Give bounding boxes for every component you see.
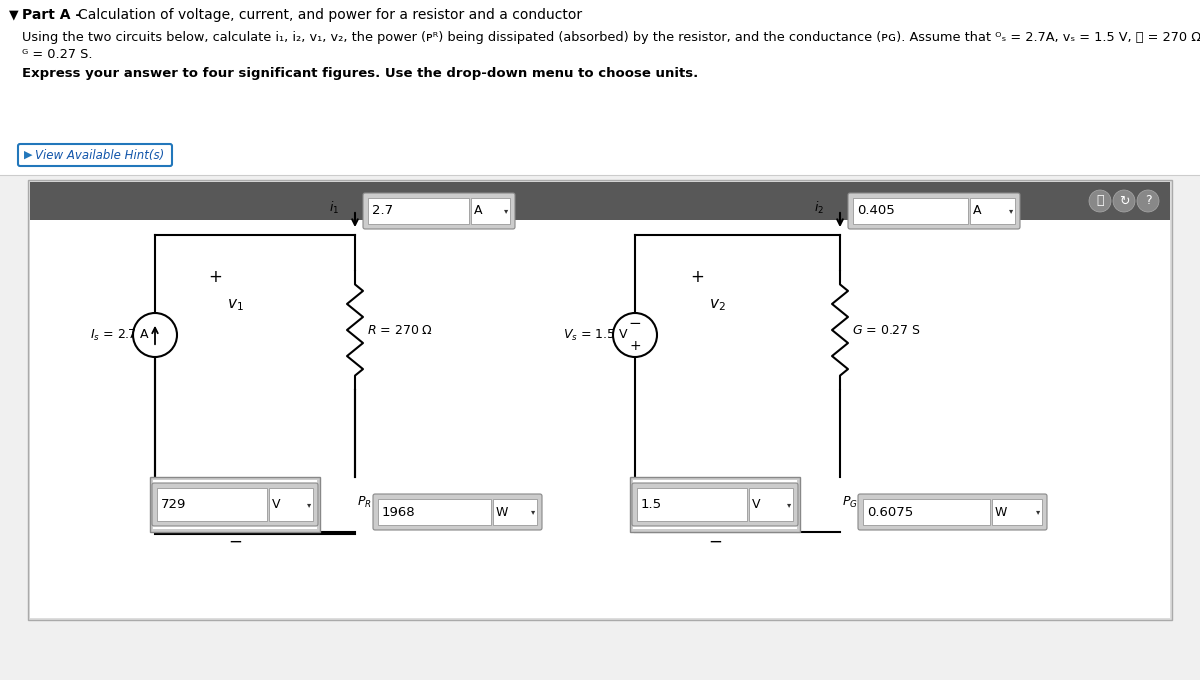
Text: −: − — [629, 316, 641, 332]
FancyBboxPatch shape — [30, 182, 1170, 618]
Text: $v_1$: $v_1$ — [227, 297, 244, 313]
Text: $R$ = 270 Ω: $R$ = 270 Ω — [367, 324, 433, 337]
Text: ▶: ▶ — [24, 150, 32, 160]
FancyBboxPatch shape — [269, 488, 313, 521]
FancyBboxPatch shape — [749, 488, 793, 521]
Text: A: A — [474, 205, 482, 218]
FancyBboxPatch shape — [18, 144, 172, 166]
Text: ᴳ = 0.27 S.: ᴳ = 0.27 S. — [22, 48, 92, 61]
FancyBboxPatch shape — [848, 193, 1020, 229]
Circle shape — [613, 313, 658, 357]
Circle shape — [1114, 190, 1135, 212]
Text: Part A -: Part A - — [22, 8, 82, 22]
FancyBboxPatch shape — [858, 494, 1046, 530]
Text: 0.6075: 0.6075 — [866, 505, 913, 518]
FancyBboxPatch shape — [150, 477, 320, 532]
FancyBboxPatch shape — [368, 198, 469, 224]
FancyBboxPatch shape — [991, 499, 1042, 525]
Text: $v_2$: $v_2$ — [709, 297, 726, 313]
Text: W: W — [496, 505, 508, 518]
Text: +: + — [629, 339, 641, 353]
Text: +: + — [690, 268, 704, 286]
FancyBboxPatch shape — [637, 488, 748, 521]
FancyBboxPatch shape — [634, 480, 797, 529]
FancyBboxPatch shape — [470, 198, 510, 224]
FancyBboxPatch shape — [853, 198, 967, 224]
Text: 1.5: 1.5 — [641, 498, 662, 511]
Text: $i_2$: $i_2$ — [814, 200, 824, 216]
Text: −: − — [228, 533, 242, 551]
Text: ▾: ▾ — [787, 500, 791, 509]
Text: W: W — [995, 505, 1007, 518]
Text: $V_s$ = 1.5 V: $V_s$ = 1.5 V — [563, 328, 629, 343]
FancyBboxPatch shape — [30, 182, 1170, 220]
Text: Calculation of voltage, current, and power for a resistor and a conductor: Calculation of voltage, current, and pow… — [78, 8, 582, 22]
Text: Using the two circuits below, calculate i₁, i₂, v₁, v₂, the power (ᴘᴿ) being dis: Using the two circuits below, calculate … — [22, 31, 1200, 44]
Text: View Available Hint(s): View Available Hint(s) — [35, 148, 164, 162]
Text: $G$ = 0.27 S: $G$ = 0.27 S — [852, 324, 920, 337]
FancyBboxPatch shape — [364, 193, 515, 229]
Text: V: V — [752, 498, 761, 511]
FancyBboxPatch shape — [0, 0, 1200, 175]
Text: 2.7: 2.7 — [372, 205, 394, 218]
Text: 1968: 1968 — [382, 505, 415, 518]
Text: A: A — [973, 205, 982, 218]
Text: ▾: ▾ — [1036, 507, 1040, 517]
FancyBboxPatch shape — [378, 499, 491, 525]
FancyBboxPatch shape — [970, 198, 1015, 224]
FancyBboxPatch shape — [632, 483, 798, 526]
Circle shape — [1090, 190, 1111, 212]
Circle shape — [1138, 190, 1159, 212]
FancyBboxPatch shape — [630, 477, 800, 532]
FancyBboxPatch shape — [492, 499, 538, 525]
FancyBboxPatch shape — [28, 180, 1172, 620]
Text: $P_G$: $P_G$ — [842, 495, 858, 510]
Text: ▾: ▾ — [504, 207, 508, 216]
Text: $P_R$: $P_R$ — [358, 495, 372, 510]
Text: 💡: 💡 — [1097, 194, 1104, 207]
FancyBboxPatch shape — [863, 499, 990, 525]
Text: Express your answer to four significant figures. Use the drop-down menu to choos: Express your answer to four significant … — [22, 67, 698, 80]
Text: ↻: ↻ — [1118, 194, 1129, 207]
Text: ▾: ▾ — [307, 500, 311, 509]
FancyBboxPatch shape — [157, 488, 268, 521]
Text: 729: 729 — [161, 498, 186, 511]
Text: ?: ? — [1145, 194, 1151, 207]
Text: 0.405: 0.405 — [857, 205, 895, 218]
Text: +: + — [208, 268, 222, 286]
Text: $i_1$: $i_1$ — [329, 200, 340, 216]
Text: −: − — [708, 533, 722, 551]
Text: $I_s$ = 2.7 A: $I_s$ = 2.7 A — [90, 328, 150, 343]
Circle shape — [133, 313, 178, 357]
FancyBboxPatch shape — [373, 494, 542, 530]
Text: V: V — [272, 498, 281, 511]
FancyBboxPatch shape — [152, 483, 318, 526]
FancyBboxPatch shape — [154, 480, 317, 529]
Text: ▼: ▼ — [10, 9, 19, 22]
Text: ▾: ▾ — [530, 507, 535, 517]
Text: ▾: ▾ — [1009, 207, 1013, 216]
